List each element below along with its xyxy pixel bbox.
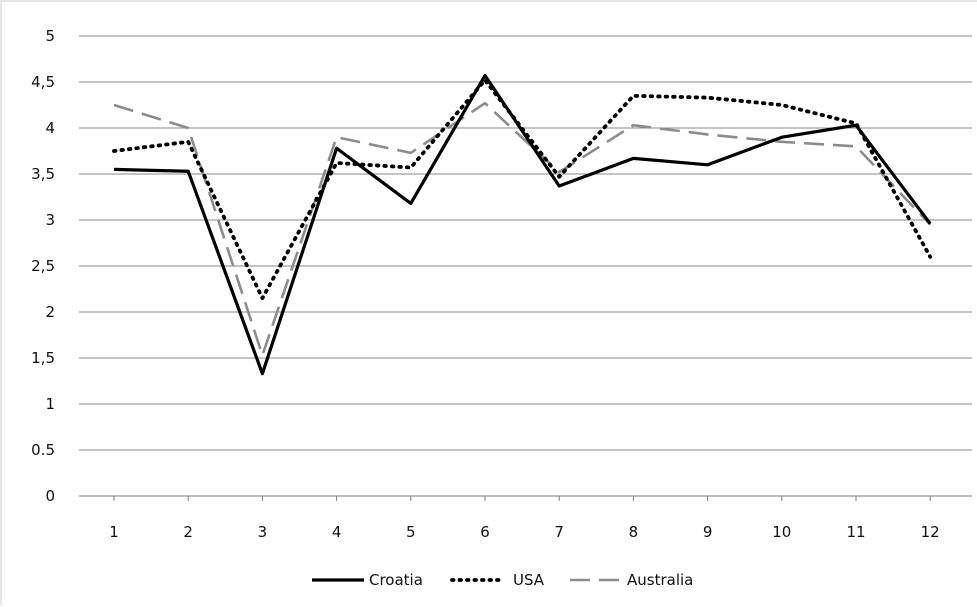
y-tick-label: 1 <box>45 395 55 413</box>
x-tick-label: 1 <box>109 523 119 541</box>
y-tick-label: 3,5 <box>31 165 55 183</box>
series-line-croatia <box>113 73 932 376</box>
legend-label-usa: USA <box>513 571 545 589</box>
y-tick-label: 4 <box>45 119 55 137</box>
y-tick-label: 4,5 <box>31 73 55 91</box>
y-axis: 0 0.5 1 1,5 2 2,5 3 3,5 4 4,5 5 <box>31 27 55 505</box>
x-tick-label: 5 <box>406 523 416 541</box>
x-tick-label: 3 <box>258 523 268 541</box>
legend-label-australia: Australia <box>627 571 693 589</box>
series-line-usa <box>112 78 933 301</box>
x-tick-label: 11 <box>846 523 865 541</box>
series-lines <box>112 73 933 376</box>
x-tick-label: 10 <box>772 523 791 541</box>
y-tick-label: 3 <box>45 211 55 229</box>
legend: Croatia USA Australia <box>312 571 693 589</box>
x-tick-label: 9 <box>703 523 713 541</box>
legend-label-croatia: Croatia <box>369 571 423 589</box>
x-axis: 1 2 3 4 5 6 7 8 9 10 11 12 <box>109 496 940 541</box>
y-tick-label: 0 <box>45 487 55 505</box>
y-tick-label: 2,5 <box>31 257 55 275</box>
y-tick-label: 2 <box>45 303 55 321</box>
gridlines <box>79 35 972 497</box>
y-tick-label: 5 <box>45 27 55 45</box>
y-tick-label: 1,5 <box>31 349 55 367</box>
series-line-australia <box>113 101 932 357</box>
x-tick-label: 2 <box>183 523 193 541</box>
x-tick-label: 6 <box>480 523 490 541</box>
x-tick-label: 7 <box>554 523 564 541</box>
x-tick-label: 4 <box>332 523 342 541</box>
x-tick-label: 8 <box>629 523 639 541</box>
y-tick-label: 0.5 <box>31 441 55 459</box>
x-tick-label: 12 <box>921 523 940 541</box>
